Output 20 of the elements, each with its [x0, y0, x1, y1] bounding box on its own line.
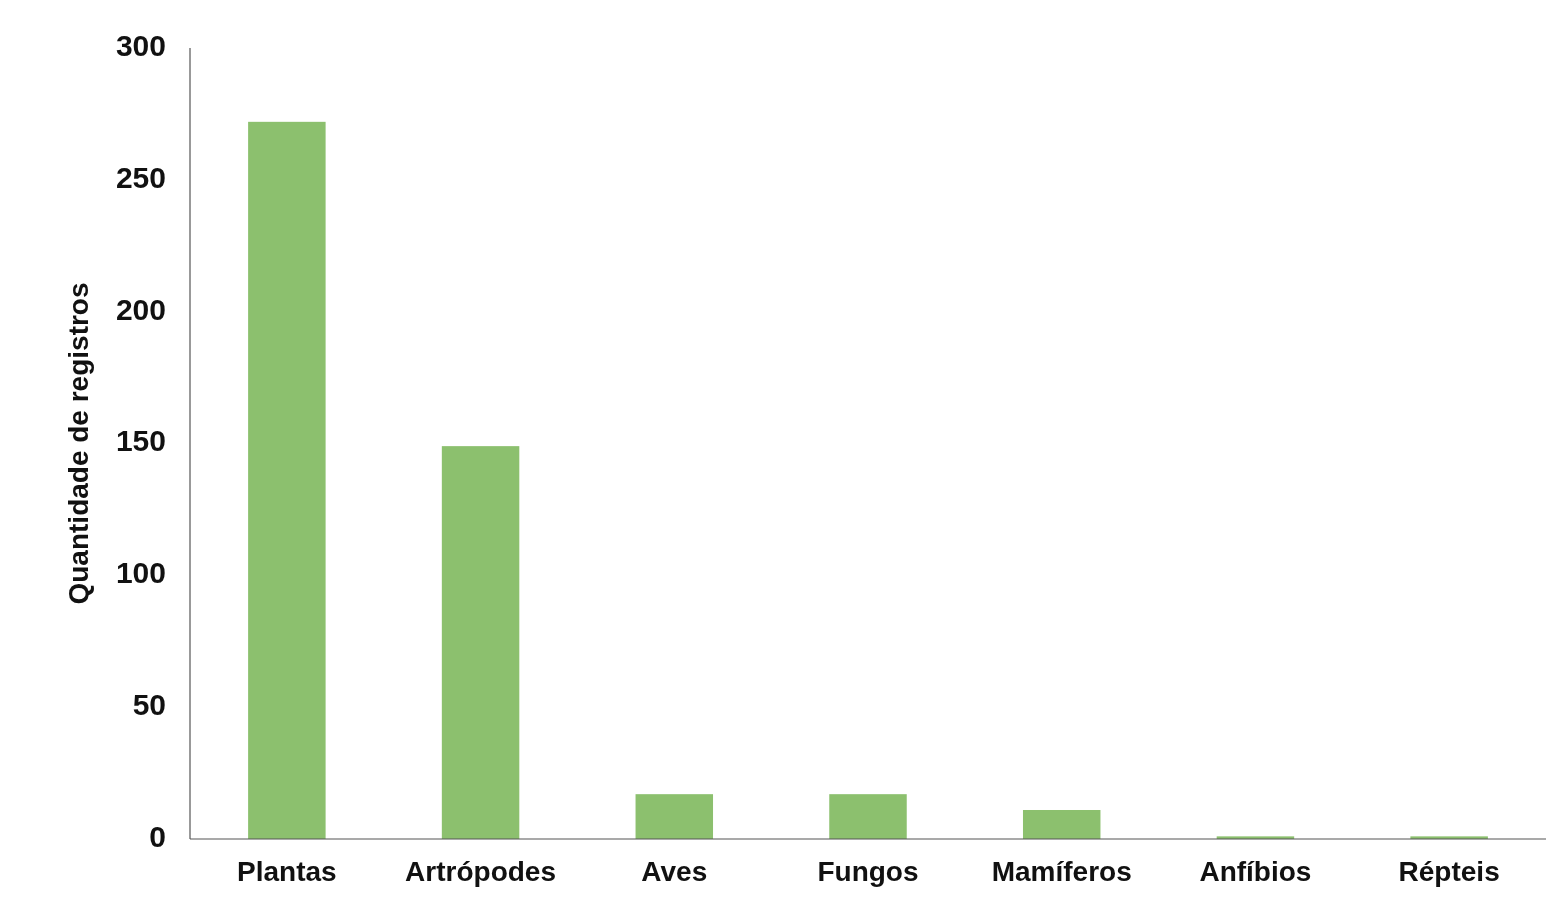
bar	[441, 446, 520, 839]
y-axis-title: Quantidade de registros	[63, 282, 94, 605]
bar	[248, 121, 326, 839]
y-tick-label: 150	[115, 424, 166, 458]
y-tick-label: 100	[115, 556, 166, 590]
bar	[1022, 810, 1101, 839]
y-tick-label: 0	[149, 819, 166, 853]
y-tick-label: 250	[115, 160, 166, 194]
x-tick-label: Aves	[641, 856, 708, 887]
x-tick-label: Répteis	[1398, 856, 1500, 887]
x-tick-label: Plantas	[237, 856, 337, 887]
y-tick-label: 50	[132, 688, 166, 722]
x-tick-label: Fungos	[817, 856, 919, 887]
x-tick-label: Anfíbios	[1199, 856, 1312, 887]
bar	[635, 794, 714, 839]
y-tick-label: 200	[115, 292, 166, 326]
x-tick-label: Mamíferos	[991, 856, 1132, 887]
bar	[829, 794, 907, 839]
x-tick-label: Artrópodes	[405, 856, 557, 887]
y-tick-label: 300	[115, 28, 166, 62]
